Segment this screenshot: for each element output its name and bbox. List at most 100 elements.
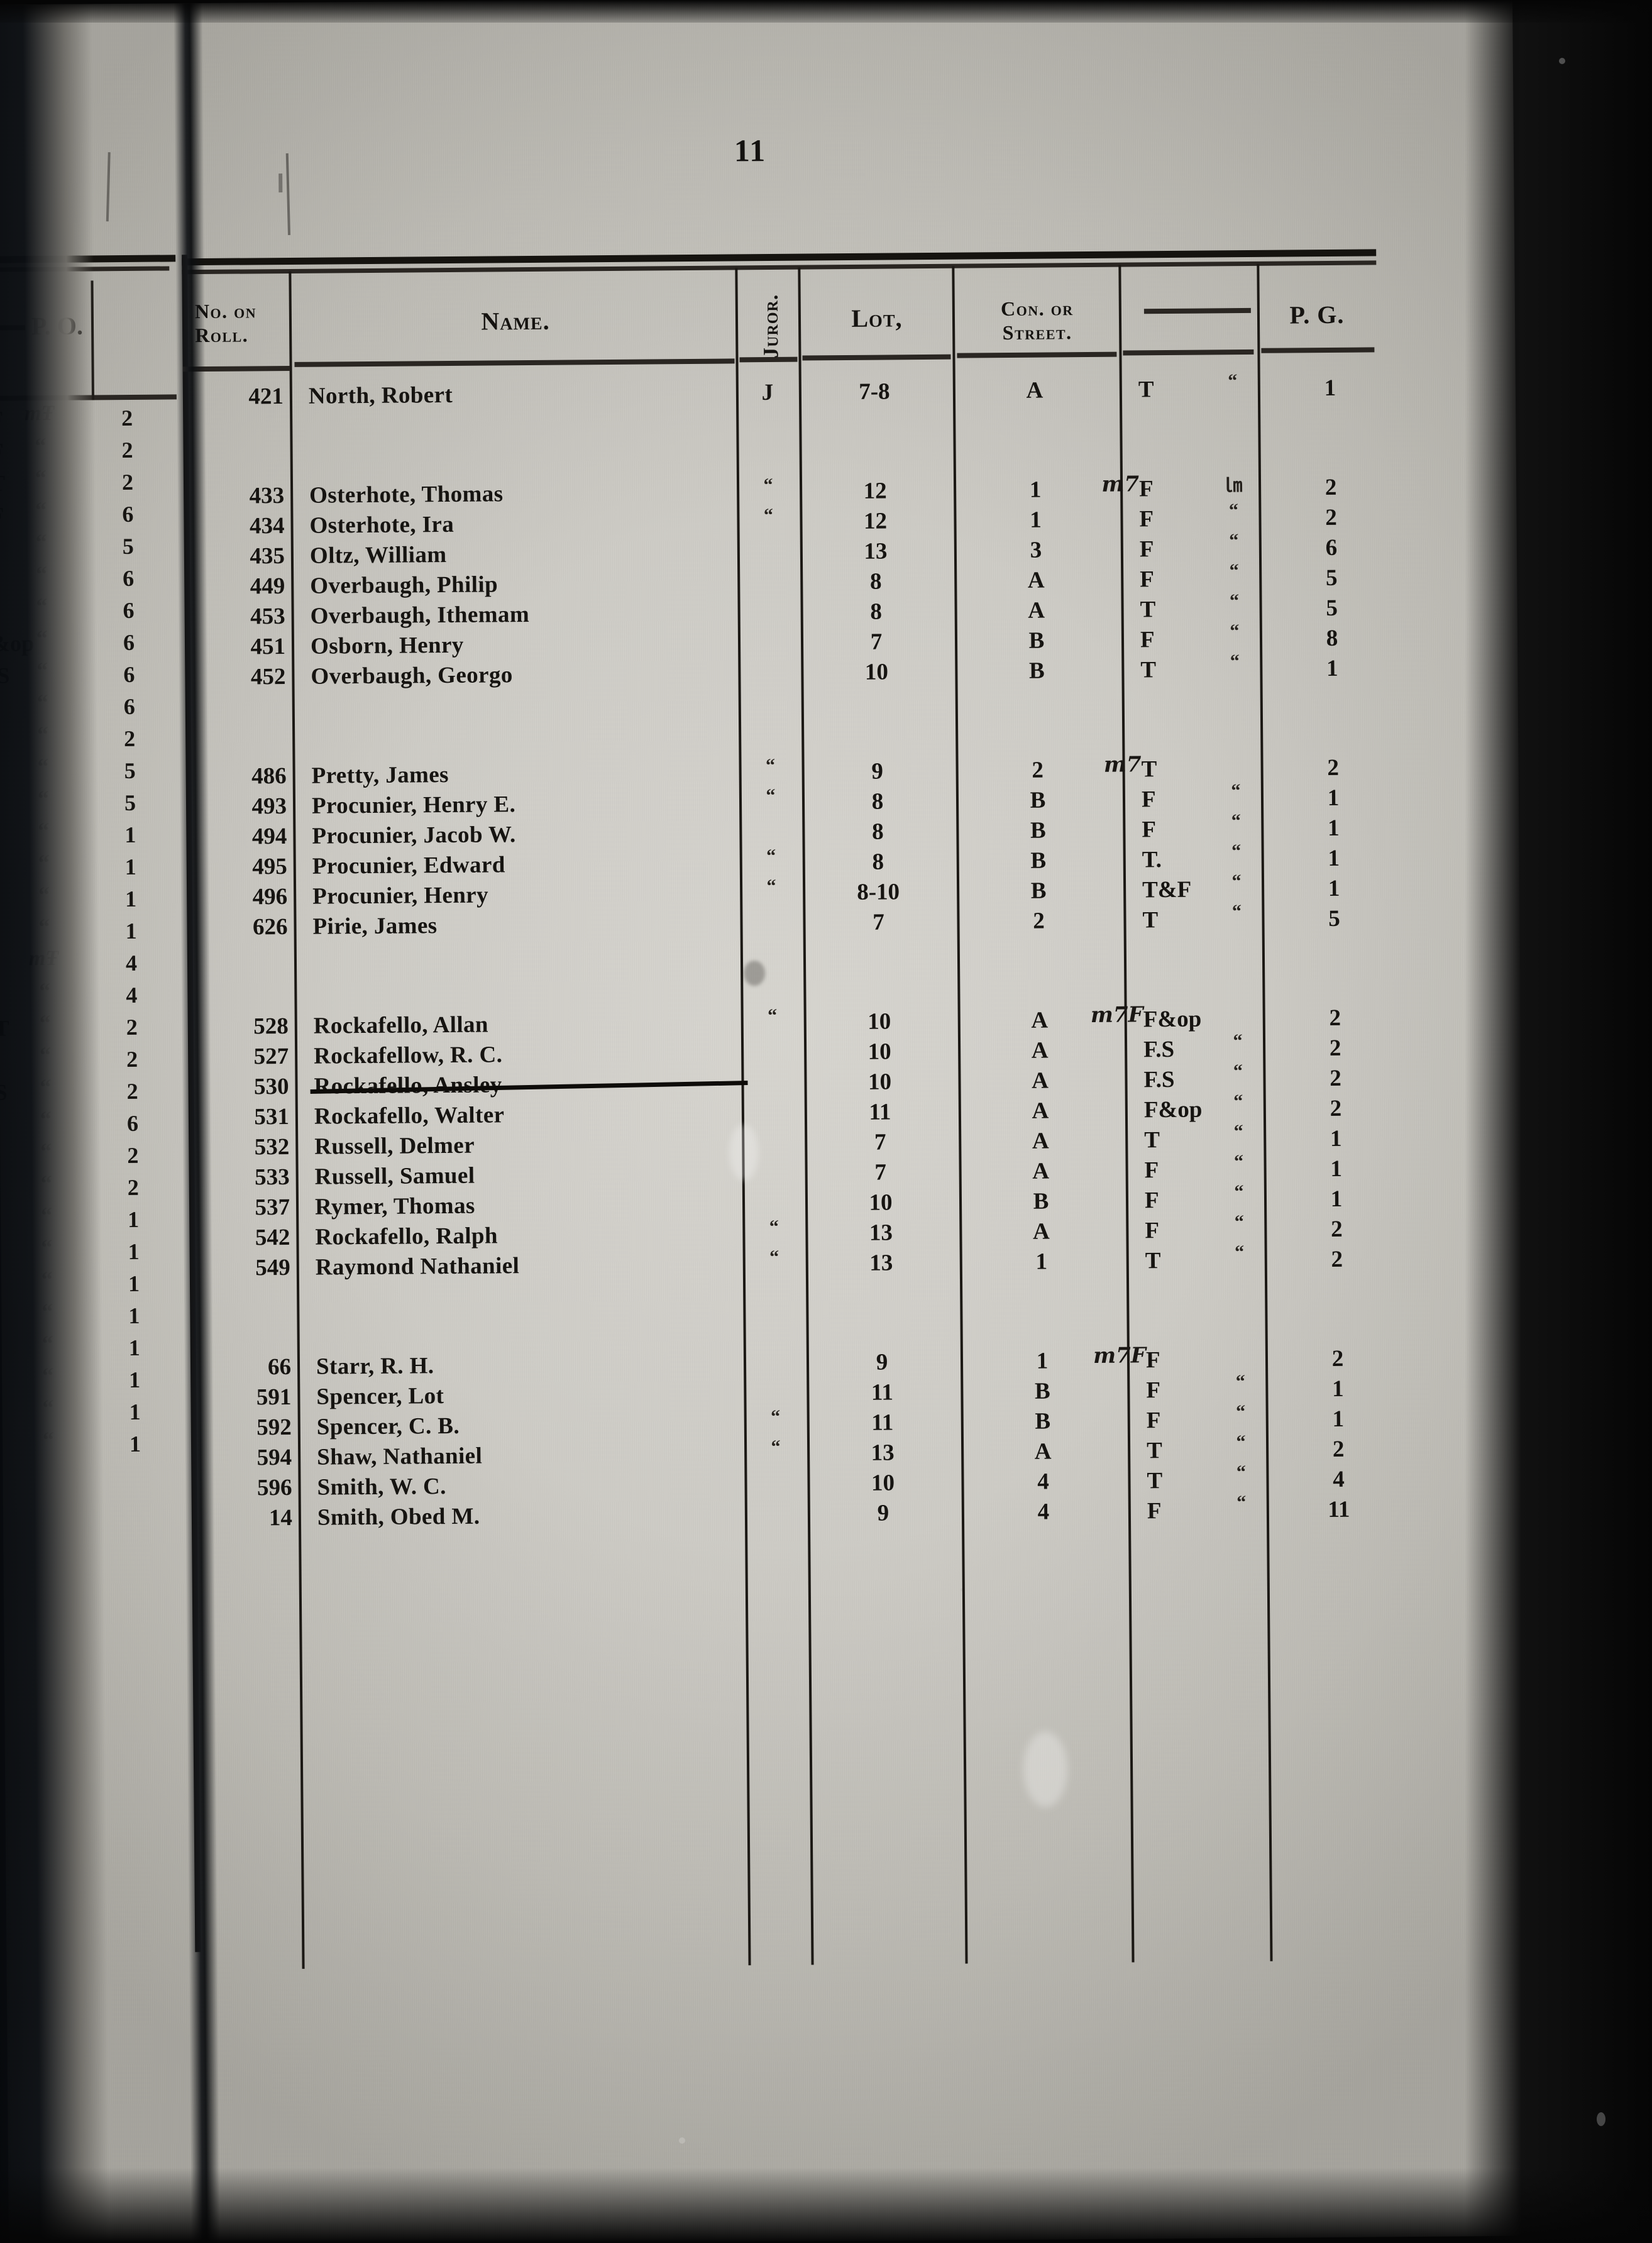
cell-juror: “ — [766, 845, 776, 867]
cell-juror: J — [761, 379, 774, 406]
cell-con-or-street: 1 — [1035, 1248, 1048, 1275]
cell-pg: 2 — [1325, 504, 1337, 531]
voters-list-table: No. on Roll. Name. Juror. Lot, Con. or S… — [0, 245, 1376, 1969]
cell-extra-ditto-mark: “ — [1231, 810, 1241, 832]
cell-name: Overbaugh, Georgo — [311, 662, 513, 690]
cell-extra-ditto-mark: “ — [1228, 500, 1239, 521]
cell-name: Raymond Nathaniel — [315, 1253, 520, 1281]
cell-con-or-street: B — [1033, 1188, 1049, 1215]
cell-extra-ditto-mark: “ — [1228, 370, 1238, 392]
cell-lot: 10 — [871, 1470, 895, 1496]
cell-pg: 2 — [1324, 474, 1337, 501]
cell-lot: 13 — [869, 1250, 893, 1276]
cell-extra-ditto-mark: “ — [1235, 1242, 1245, 1263]
cell-name: Pretty, James — [311, 761, 449, 789]
left-col-value: 6 — [123, 693, 135, 720]
cell-extra-ditto-mark: “ — [1230, 620, 1240, 642]
cell-name: Shaw, Nathaniel — [317, 1443, 483, 1470]
cell-con-or-street: 4 — [1037, 1499, 1050, 1525]
cell-lot: 7 — [873, 909, 884, 935]
cell-lot: 11 — [871, 1409, 894, 1436]
scan-blemish — [1023, 1731, 1068, 1807]
cell-extra-handwriting: m7F — [1093, 1343, 1147, 1369]
cell-name: Rymer, Thomas — [314, 1193, 475, 1220]
cell-pg: 2 — [1330, 1095, 1342, 1122]
cell-name: Pirie, James — [312, 913, 438, 940]
cell-juror: “ — [771, 1406, 781, 1427]
header-juror: Juror. — [759, 294, 783, 359]
cell-juror: “ — [765, 754, 776, 776]
cell-con-or-street: 4 — [1037, 1469, 1049, 1495]
cell-con-or-street: B — [1035, 1408, 1051, 1435]
cell-juror: “ — [768, 1005, 778, 1027]
cell-name: Procunier, Henry — [312, 882, 489, 910]
cell-con-or-street: B — [1034, 1378, 1050, 1404]
cell-lot: 10 — [869, 1189, 893, 1216]
cell-pg: 1 — [1328, 875, 1340, 901]
cell-extra-ditto-mark: “ — [1229, 590, 1240, 612]
cell-name: Rockafello, Ansley — [314, 1069, 741, 1099]
cell-juror: “ — [763, 474, 773, 496]
cell-extra-ditto-mark: “ — [1231, 780, 1241, 802]
cell-extra-ditto-mark: “ — [1233, 1061, 1243, 1082]
cell-con-or-street: B — [1028, 658, 1045, 684]
cell-con-or-street: A — [1031, 1067, 1049, 1094]
cell-extra-handwriting: m7 — [1103, 752, 1142, 778]
header-bottom-rule-f — [1123, 349, 1254, 356]
cell-extra-ditto-mark: “ — [1235, 1371, 1245, 1392]
scan-speck — [1559, 58, 1565, 64]
cell-pg: 8 — [1326, 625, 1338, 652]
cell-extra-handwriting: m7F — [1090, 1002, 1143, 1028]
cell-name: Spencer, Lot — [316, 1383, 444, 1410]
header-con-line1: Con. or — [1000, 297, 1074, 321]
scan-scratch — [106, 152, 111, 222]
cell-lot: 8 — [872, 849, 884, 875]
cell-extra-ditto-mark: “ — [1230, 651, 1240, 672]
header-pg: P. G. — [1289, 300, 1345, 329]
cell-lot: 11 — [871, 1379, 894, 1406]
cell-pg: 1 — [1327, 785, 1340, 812]
cell-extra-ditto-mark: “ — [1231, 901, 1242, 922]
cell-lot: 8-10 — [857, 879, 900, 905]
cell-name: Osterhote, Ira — [309, 511, 454, 539]
cell-name: Rockafello, Allan — [313, 1011, 489, 1039]
cell-pg: 2 — [1330, 1065, 1341, 1091]
cell-lot: 8 — [870, 598, 883, 625]
cell-pg: 5 — [1328, 905, 1340, 932]
cell-name: Smith, Obed M. — [317, 1503, 480, 1531]
header-con-or-street: Con. or Street. — [955, 297, 1120, 346]
cell-extra-ditto-mark: “ — [1229, 560, 1239, 581]
scan-scratch — [285, 153, 291, 235]
left-col-value: 2 — [121, 437, 133, 463]
cell-extra-letter: F&op — [1143, 1006, 1202, 1033]
page-folio-number: 11 — [734, 132, 767, 168]
cell-name: Russell, Delmer — [314, 1132, 475, 1160]
cell-con-or-street: 1 — [1030, 507, 1042, 533]
header-bottom-rule-g — [1261, 347, 1375, 353]
cell-juror: “ — [771, 1436, 781, 1457]
cell-pg: 1 — [1328, 845, 1340, 871]
left-col-value: 2 — [124, 725, 136, 752]
table-row: 421 North, Robert J 7-8 A T “1 — [0, 370, 1377, 415]
scan-bottom-border — [0, 2168, 1652, 2243]
cell-pg: 2 — [1329, 1035, 1341, 1061]
cell-lot: 13 — [871, 1440, 895, 1466]
cell-pg: 2 — [1332, 1436, 1345, 1462]
cell-lot: 7 — [874, 1159, 887, 1186]
cell-pg: 1 — [1330, 1125, 1342, 1152]
cell-name: Overbaugh, Ithemam — [310, 601, 530, 629]
cell-juror: “ — [766, 785, 776, 807]
cell-lot: 11 — [869, 1099, 891, 1125]
cell-extra-ditto-mark: “ — [1236, 1431, 1246, 1453]
cell-lot: 9 — [871, 758, 884, 785]
cell-extra-ditto-mark: “ — [1233, 1091, 1243, 1112]
cell-lot: 13 — [864, 538, 888, 565]
header-lot: Lot, — [851, 304, 903, 333]
cell-lot: 13 — [869, 1220, 893, 1246]
header-bottom-rule-c — [739, 356, 798, 363]
cell-extra-ditto-mark: “ — [1233, 1030, 1243, 1052]
cell-con-or-street: B — [1030, 787, 1046, 813]
cell-lot: 10 — [867, 1069, 892, 1095]
cell-extra-ditto-mark: “ — [1231, 871, 1242, 892]
